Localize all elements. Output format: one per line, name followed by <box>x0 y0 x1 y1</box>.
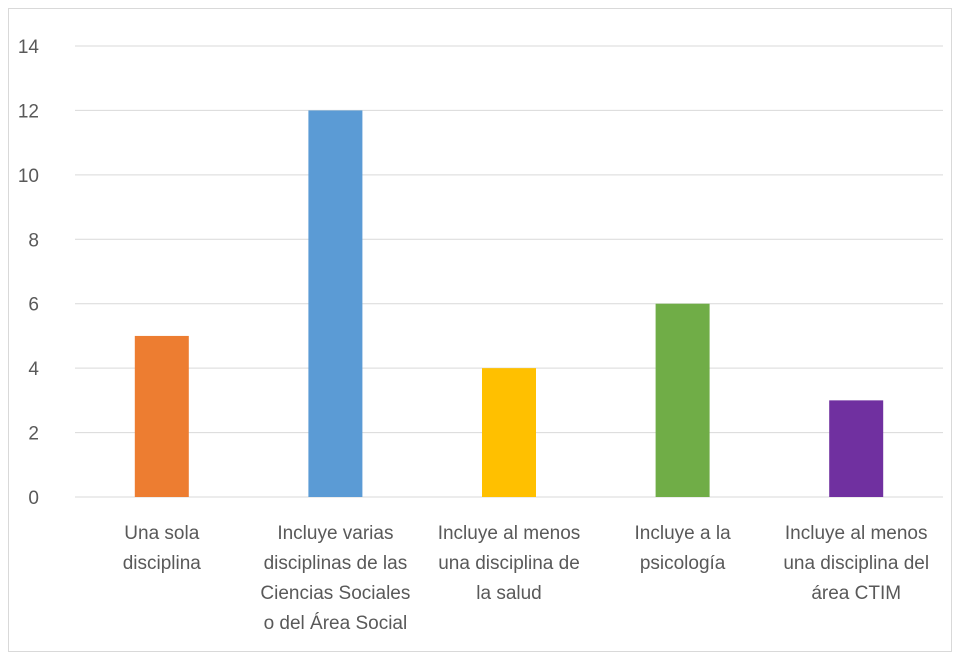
x-category-label-line: Ciencias Sociales <box>260 583 410 604</box>
x-category-label-line: Una sola <box>124 523 199 544</box>
x-category-label: Una sola disciplina <box>123 523 202 574</box>
y-tick-label: 10 <box>18 166 39 187</box>
x-category-label-line: una disciplina de <box>438 553 580 574</box>
y-tick-label: 6 <box>28 295 39 316</box>
x-category-label-line: disciplina <box>123 553 202 574</box>
chart-frame: 0 2 4 6 8 10 12 14 Una sola disciplina Incluye va… <box>8 8 952 652</box>
y-tick-label: 2 <box>28 424 39 445</box>
bar <box>482 368 536 497</box>
bar <box>308 110 363 497</box>
y-tick-label: 14 <box>18 37 40 58</box>
x-category-label: Incluye varias disciplinas de las Ciencias… <box>260 523 410 634</box>
x-category-label: Incluye a la psicología <box>635 523 732 574</box>
x-category-label: Incluye al menos una disciplina de la salu… <box>438 523 581 604</box>
y-tick-label: 4 <box>28 359 39 380</box>
x-axis-category-labels: Una sola disciplina Incluye varias discipli… <box>123 523 929 634</box>
x-category-label-line: Incluye varias <box>277 523 393 544</box>
x-category-label-line: o del Área Social <box>264 613 408 634</box>
x-category-label-line: Incluye al menos <box>785 523 928 544</box>
x-category-label-line: psicología <box>640 553 726 574</box>
y-tick-label: 0 <box>28 488 39 509</box>
bar <box>655 303 710 497</box>
x-category-label-line: Incluye al menos <box>438 523 581 544</box>
bar <box>134 335 189 497</box>
x-category-label-line: área CTIM <box>811 583 901 604</box>
bar-chart: 0 2 4 6 8 10 12 14 Una sola disciplina Incluye va… <box>18 37 943 634</box>
bar <box>829 400 884 497</box>
y-tick-label: 12 <box>18 101 39 122</box>
x-category-label-line: Incluye a la <box>635 523 732 544</box>
x-category-label-line: la salud <box>476 583 542 604</box>
y-axis-tick-labels: 0 2 4 6 8 10 12 14 <box>18 37 40 509</box>
x-category-label-line: una disciplina del <box>783 553 929 574</box>
y-tick-label: 8 <box>28 230 39 251</box>
x-category-label: Incluye al menos una disciplina del área C… <box>783 523 929 604</box>
bars <box>134 110 884 497</box>
x-category-label-line: disciplinas de las <box>264 553 408 574</box>
